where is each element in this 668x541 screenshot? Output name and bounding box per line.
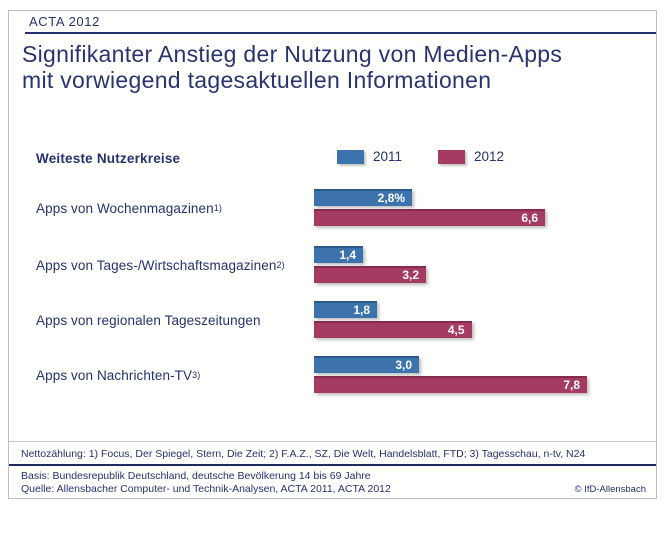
chart-row: Apps von Tages-/Wirtschaftsmagazinen 2) 1,… [9, 246, 656, 284]
chart-row: Apps von Nachrichten-TV 3) 3,0 7,8 [9, 356, 656, 394]
bar-2012: 6,6 [314, 209, 545, 226]
footnote-separator [9, 441, 656, 442]
bar-2012: 3,2 [314, 266, 426, 283]
legend-swatch-2012 [438, 149, 466, 164]
bar-2011: 3,0 [314, 356, 419, 373]
category-label: Apps von Wochenmagazinen 1) [36, 200, 222, 216]
chart-legend: 2011 2012 [337, 149, 504, 164]
page-title-line1: Signifikanter Anstieg der Nutzung von Me… [22, 41, 563, 67]
page-title-line2: mit vorwiegend tagesaktuellen Informatio… [22, 67, 492, 93]
slide-frame: ACTA 2012 Signifikanter Anstieg der Nutz… [8, 10, 657, 499]
footer-row: Quelle: Allensbacher Computer- und Techn… [21, 483, 646, 495]
footnote-quelle: Quelle: Allensbacher Computer- und Techn… [21, 483, 391, 495]
chart-row: Apps von regionalen Tageszeitungen 1,8 4,5 [9, 301, 656, 339]
header-rule [25, 32, 656, 34]
legend-label: 2012 [474, 149, 505, 164]
bar-2012: 4,5 [314, 321, 472, 338]
chart-row: Apps von Wochenmagazinen 1) 2,8% 6,6 [9, 189, 656, 227]
bar-2012: 7,8 [314, 376, 587, 393]
chart-subtitle: Weiteste Nutzerkreise [36, 151, 181, 166]
category-label: Apps von Tages-/Wirtschaftsmagazinen 2) [36, 257, 285, 273]
bar-2011: 1,8 [314, 301, 377, 318]
copyright: © IfD-Allensbach [574, 484, 646, 495]
legend-item-2011: 2011 [337, 149, 402, 164]
legend-swatch-2011 [337, 149, 364, 164]
footnote-netto: Nettozählung: 1) Focus, Der Spiegel, Ste… [21, 448, 586, 460]
page-title: Signifikanter Anstieg der Nutzung von Me… [22, 41, 652, 93]
category-label: Apps von Nachrichten-TV 3) [36, 367, 201, 383]
footnote-basis: Basis: Bundesrepublik Deutschland, deuts… [21, 470, 371, 482]
legend-label: 2011 [373, 149, 403, 164]
category-label: Apps von regionalen Tageszeitungen [36, 312, 261, 328]
slide-header: ACTA 2012 [29, 14, 100, 29]
bar-2011: 2,8% [314, 189, 412, 206]
legend-item-2012: 2012 [438, 149, 504, 164]
bar-2011: 1,4 [314, 246, 363, 263]
footer-rule [9, 464, 656, 466]
